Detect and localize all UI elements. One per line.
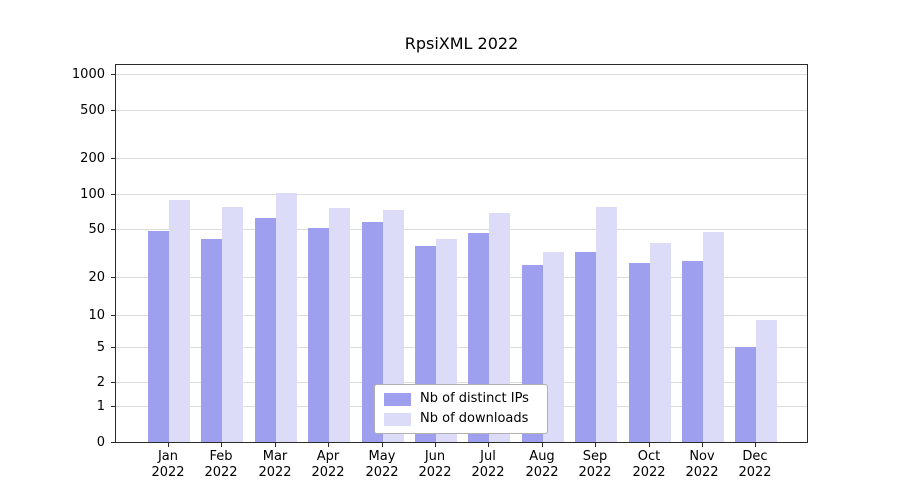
gridline: [116, 382, 807, 383]
chart-title: RpsiXML 2022: [404, 34, 519, 53]
x-tick-label: Dec 2022: [738, 449, 772, 480]
bar-downloads: [703, 232, 724, 442]
gridline: [116, 315, 807, 316]
bar-downloads: [650, 243, 671, 442]
y-tick-mark: [111, 406, 115, 407]
legend-item-distinct-ips: Nb of distinct IPs: [384, 392, 538, 406]
x-tick-label: Jul 2022: [471, 449, 505, 480]
y-tick-mark: [111, 347, 115, 348]
x-tick-label: Jun 2022: [418, 449, 452, 480]
bar-downloads: [222, 207, 243, 442]
y-tick-label: 5: [96, 340, 105, 355]
y-tick-label: 10: [88, 308, 105, 323]
x-tick-label: Oct 2022: [632, 449, 666, 480]
y-tick-mark: [111, 442, 115, 443]
y-tick-mark: [111, 315, 115, 316]
y-tick-label: 200: [80, 151, 105, 166]
y-tick-label: 2: [96, 375, 105, 390]
x-tick-mark: [221, 443, 222, 447]
y-tick-label: 0: [96, 435, 105, 450]
x-tick-label: Sep 2022: [578, 449, 612, 480]
y-tick-mark: [111, 110, 115, 111]
y-tick-mark: [111, 229, 115, 230]
legend: Nb of distinct IPs Nb of downloads: [374, 384, 548, 434]
y-tick-label: 1: [96, 399, 105, 414]
x-tick-label: Aug 2022: [525, 449, 559, 480]
legend-item-downloads: Nb of downloads: [384, 412, 538, 426]
bar-downloads: [169, 200, 190, 442]
x-tick-label: Feb 2022: [204, 449, 238, 480]
x-tick-label: Mar 2022: [258, 449, 292, 480]
legend-label-downloads: Nb of downloads: [420, 411, 529, 426]
legend-swatch-downloads: [384, 412, 411, 426]
bar-downloads: [329, 208, 350, 442]
gridline: [116, 347, 807, 348]
gridline: [116, 74, 807, 75]
x-tick-label: Nov 2022: [685, 449, 719, 480]
x-tick-label: May 2022: [365, 449, 399, 480]
gridline: [116, 194, 807, 195]
gridline: [116, 229, 807, 230]
y-tick-label: 20: [88, 270, 105, 285]
x-tick-mark: [702, 443, 703, 447]
x-tick-mark: [168, 443, 169, 447]
x-tick-mark: [755, 443, 756, 447]
x-tick-mark: [595, 443, 596, 447]
legend-swatch-distinct-ips: [384, 392, 411, 406]
x-tick-mark: [542, 443, 543, 447]
y-tick-mark: [111, 382, 115, 383]
bar-distinct-ips: [735, 347, 756, 442]
bar-distinct-ips: [308, 228, 329, 442]
x-tick-mark: [435, 443, 436, 447]
x-tick-mark: [382, 443, 383, 447]
plot-area: Nb of distinct IPs Nb of downloads: [115, 64, 808, 443]
y-tick-label: 50: [88, 222, 105, 237]
y-tick-label: 100: [80, 187, 105, 202]
gridline: [116, 110, 807, 111]
bar-downloads: [543, 252, 564, 442]
x-tick-mark: [275, 443, 276, 447]
bar-distinct-ips: [629, 263, 650, 442]
x-tick-mark: [328, 443, 329, 447]
x-tick-mark: [649, 443, 650, 447]
y-tick-mark: [111, 194, 115, 195]
bar-distinct-ips: [682, 261, 703, 442]
bar-distinct-ips: [201, 239, 222, 442]
x-tick-label: Apr 2022: [311, 449, 345, 480]
y-tick-label: 500: [80, 103, 105, 118]
y-tick-mark: [111, 158, 115, 159]
gridline: [116, 158, 807, 159]
gridline: [116, 277, 807, 278]
x-tick-mark: [488, 443, 489, 447]
bar-distinct-ips: [575, 252, 596, 442]
y-tick-label: 1000: [71, 67, 105, 82]
bar-distinct-ips: [148, 231, 169, 442]
y-tick-mark: [111, 74, 115, 75]
bar-downloads: [596, 207, 617, 442]
legend-label-distinct-ips: Nb of distinct IPs: [420, 391, 529, 406]
bar-downloads: [756, 320, 777, 442]
bar-distinct-ips: [255, 218, 276, 442]
bar-downloads: [276, 193, 297, 442]
y-tick-mark: [111, 277, 115, 278]
x-tick-label: Jan 2022: [151, 449, 185, 480]
